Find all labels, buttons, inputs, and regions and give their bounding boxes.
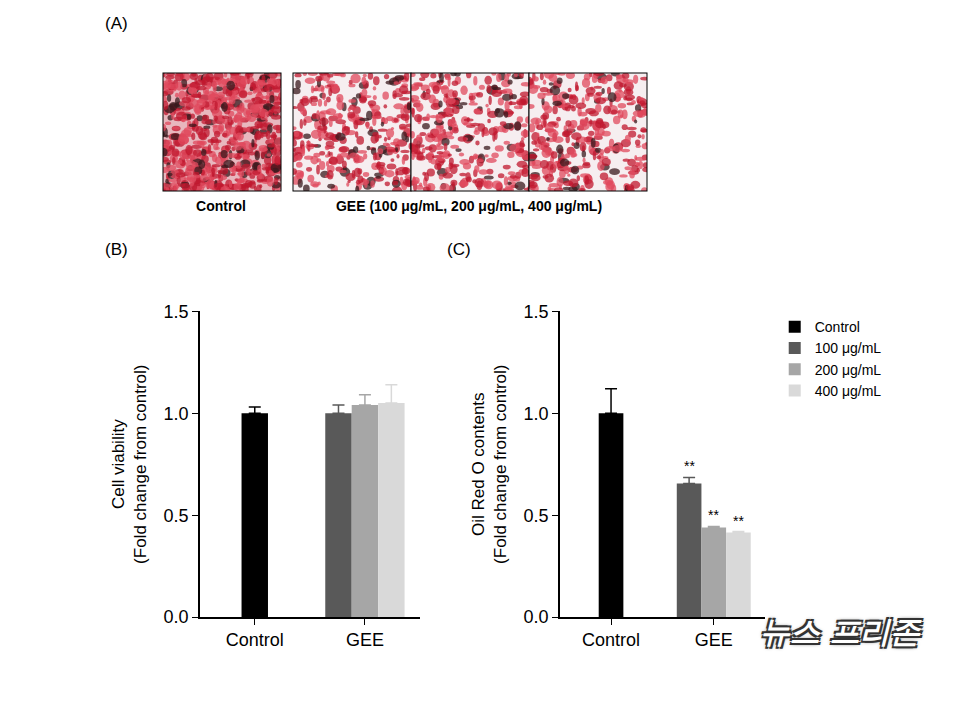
svg-text:Cell viability(Fold change fro: Cell viability(Fold change from control) (109, 365, 150, 564)
svg-text:Control: Control (815, 319, 860, 335)
svg-text:400 μg/mL: 400 μg/mL (815, 383, 882, 399)
html-text:뉴스 프리존: 뉴스 프리존 (759, 614, 920, 649)
svg-text:0.0: 0.0 (524, 607, 549, 627)
html-text:GEE (100 μg/mL, 200 μg/mL, 400: GEE (100 μg/mL, 200 μg/mL, 400 μg/mL) (335, 198, 602, 214)
html-text:Control: Control (196, 198, 246, 214)
svg-text:1.0: 1.0 (524, 403, 549, 423)
svg-text:1.5: 1.5 (164, 302, 189, 322)
svg-text:0.0: 0.0 (164, 607, 189, 627)
html-text:(A): (A) (105, 14, 128, 33)
svg-text:GEE: GEE (695, 630, 733, 650)
svg-text:200 μg/mL: 200 μg/mL (815, 362, 882, 378)
svg-text:Control: Control (582, 630, 640, 650)
svg-text:**: ** (684, 458, 695, 474)
svg-text:**: ** (733, 513, 744, 529)
html-text:(C): (C) (447, 240, 471, 259)
svg-text:0.5: 0.5 (524, 505, 549, 525)
svg-text:GEE: GEE (346, 630, 384, 650)
svg-text:Oil Red O contents(Fold change: Oil Red O contents(Fold change from cont… (469, 365, 510, 564)
svg-text:1.0: 1.0 (164, 403, 189, 423)
svg-text:0.5: 0.5 (164, 505, 189, 525)
svg-text:100 μg/mL: 100 μg/mL (815, 340, 882, 356)
svg-text:1.5: 1.5 (524, 302, 549, 322)
svg-text:Control: Control (226, 630, 284, 650)
html-text:(B): (B) (105, 240, 128, 259)
svg-text:**: ** (708, 507, 719, 523)
